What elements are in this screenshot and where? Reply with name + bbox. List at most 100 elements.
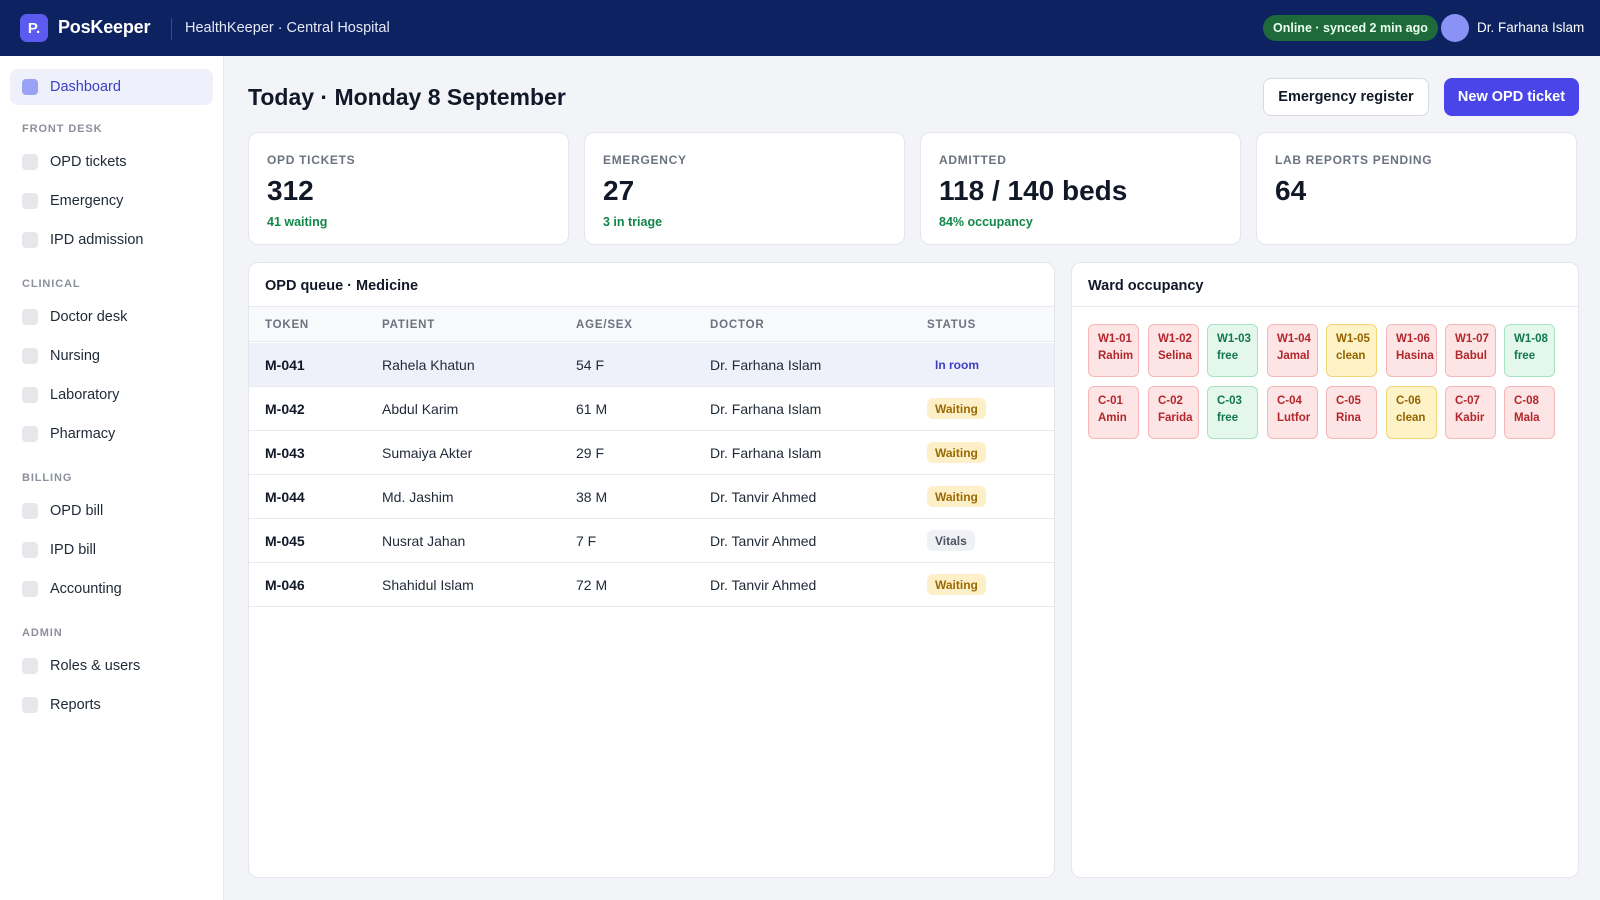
token-cell: M-042 bbox=[265, 401, 305, 417]
facility-name: HealthKeeper · Central Hospital bbox=[185, 20, 390, 36]
bed-code: C-08 bbox=[1514, 395, 1539, 407]
bed-status: clean bbox=[1336, 350, 1366, 363]
status-badge: Waiting bbox=[927, 398, 986, 419]
column-header-status[interactable]: STATUS bbox=[927, 319, 977, 331]
bed-status: clean bbox=[1396, 412, 1426, 425]
bed-status: free bbox=[1217, 350, 1239, 363]
sidebar-item-emergency[interactable]: Emergency bbox=[10, 183, 213, 219]
bed-code: C-06 bbox=[1396, 395, 1421, 407]
stat-value: 118 / 140 beds bbox=[939, 175, 1128, 206]
bed-tile[interactable]: W1-04 Jamal bbox=[1267, 324, 1318, 377]
stat-card-emergency[interactable]: EMERGENCY 27 3 in triage bbox=[584, 132, 905, 245]
bed-code: W1-01 bbox=[1098, 333, 1132, 345]
age-sex-cell: 54 F bbox=[576, 357, 605, 373]
bed-tile[interactable]: W1-02 Selina bbox=[1148, 324, 1199, 377]
doctor-cell: Dr. Tanvir Ahmed bbox=[710, 533, 817, 549]
age-sex-cell: 61 M bbox=[576, 401, 608, 417]
sidebar-item-opd-tickets[interactable]: OPD tickets bbox=[10, 144, 213, 180]
ward-occupancy-panel: Ward occupancy W1-01 Rahim W1-02 Selina W1… bbox=[1071, 262, 1579, 878]
table-row[interactable]: M-041 Rahela Khatun 54 F Dr. Farhana Isl… bbox=[249, 343, 1054, 387]
user-name[interactable]: Dr. Farhana Islam bbox=[1477, 20, 1585, 35]
sidebar-item-laboratory[interactable]: Laboratory bbox=[10, 377, 213, 413]
sidebar-item-ipd-bill[interactable]: IPD bill bbox=[10, 532, 213, 568]
bed-code: C-07 bbox=[1455, 395, 1480, 407]
table-row[interactable]: M-045 Nusrat Jahan 7 F Dr. Tanvir Ahmed … bbox=[249, 519, 1054, 563]
status-badge: Waiting bbox=[927, 574, 986, 595]
divider bbox=[249, 306, 1054, 307]
bed-status: Hasina bbox=[1396, 350, 1434, 363]
table-row[interactable]: M-043 Sumaiya Akter 29 F Dr. Farhana Isl… bbox=[249, 431, 1054, 475]
bed-tile[interactable]: W1-01 Rahim bbox=[1088, 324, 1139, 377]
bed-tile[interactable]: W1-07 Babul bbox=[1445, 324, 1496, 377]
bed-tile[interactable]: C-01 Amin bbox=[1088, 386, 1139, 439]
sidebar-item-ipd-admission[interactable]: IPD admission bbox=[10, 222, 213, 258]
table-row[interactable]: M-046 Shahidul Islam 72 M Dr. Tanvir Ahm… bbox=[249, 563, 1054, 607]
bed-code: W1-03 bbox=[1217, 333, 1251, 345]
token-cell: M-045 bbox=[265, 533, 305, 549]
app-logo[interactable]: P. bbox=[20, 14, 48, 42]
bed-tile[interactable]: C-05 Rina bbox=[1326, 386, 1377, 439]
bed-tile[interactable]: W1-05 clean bbox=[1326, 324, 1377, 377]
column-header-doctor[interactable]: DOCTOR bbox=[710, 319, 765, 331]
sidebar-item-accounting[interactable]: Accounting bbox=[10, 571, 213, 607]
bed-status: Amin bbox=[1098, 412, 1127, 425]
patient-cell: Abdul Karim bbox=[382, 401, 459, 417]
sidebar-item-dashboard[interactable]: Dashboard bbox=[10, 69, 213, 105]
stat-card-lab-reports[interactable]: LAB REPORTS PENDING 64 bbox=[1256, 132, 1577, 245]
sidebar-item-nursing[interactable]: Nursing bbox=[10, 338, 213, 374]
bed-code: W1-02 bbox=[1158, 333, 1192, 345]
sidebar-item-opd-bill[interactable]: OPD bill bbox=[10, 493, 213, 529]
patient-cell: Shahidul Islam bbox=[382, 577, 474, 593]
sidebar-item-pharmacy[interactable]: Pharmacy bbox=[10, 416, 213, 452]
token-cell: M-043 bbox=[265, 445, 305, 461]
stat-label: EMERGENCY bbox=[603, 153, 687, 167]
stat-card-admitted[interactable]: ADMITTED 118 / 140 beds 84% occupancy bbox=[920, 132, 1241, 245]
nursing-icon bbox=[22, 348, 38, 364]
bed-code: W1-06 bbox=[1396, 333, 1430, 345]
opd-bill-icon bbox=[22, 503, 38, 519]
bed-tile[interactable]: W1-08 free bbox=[1504, 324, 1555, 377]
bed-code: C-03 bbox=[1217, 395, 1242, 407]
panel-title: Ward occupancy bbox=[1088, 278, 1204, 294]
bed-code: W1-05 bbox=[1336, 333, 1370, 345]
emergency-icon bbox=[22, 193, 38, 209]
stat-subtext: 3 in triage bbox=[603, 215, 663, 229]
bed-tile[interactable]: C-07 Kabir bbox=[1445, 386, 1496, 439]
laboratory-icon bbox=[22, 387, 38, 403]
bed-tile[interactable]: C-04 Lutfor bbox=[1267, 386, 1318, 439]
bed-tile[interactable]: W1-06 Hasina bbox=[1386, 324, 1437, 377]
sidebar-item-reports[interactable]: Reports bbox=[10, 687, 213, 723]
emergency-register-button[interactable]: Emergency register bbox=[1263, 78, 1429, 116]
table-header: TOKEN PATIENT AGE/SEX DOCTOR STATUS bbox=[249, 307, 1054, 342]
bed-tile[interactable]: C-02 Farida bbox=[1148, 386, 1199, 439]
stat-card-opd-tickets[interactable]: OPD TICKETS 312 41 waiting bbox=[248, 132, 569, 245]
status-badge: Waiting bbox=[927, 442, 986, 463]
bed-status: free bbox=[1514, 350, 1536, 363]
table-row[interactable]: M-044 Md. Jashim 38 M Dr. Tanvir Ahmed W… bbox=[249, 475, 1054, 519]
bed-status: Lutfor bbox=[1277, 412, 1311, 425]
sync-status-badge: Online · synced 2 min ago bbox=[1263, 15, 1438, 41]
column-header-token[interactable]: TOKEN bbox=[265, 319, 310, 331]
bed-code: C-01 bbox=[1098, 395, 1123, 407]
new-opd-ticket-button[interactable]: New OPD ticket bbox=[1444, 78, 1579, 116]
bed-status: Selina bbox=[1158, 350, 1192, 363]
table-row[interactable]: M-042 Abdul Karim 61 M Dr. Farhana Islam… bbox=[249, 387, 1054, 431]
ipd-admission-icon bbox=[22, 232, 38, 248]
bed-tile[interactable]: C-06 clean bbox=[1386, 386, 1437, 439]
opd-tickets-icon bbox=[22, 154, 38, 170]
column-header-age-sex[interactable]: AGE/SEX bbox=[576, 319, 633, 331]
token-cell: M-044 bbox=[265, 489, 305, 505]
stat-label: ADMITTED bbox=[939, 153, 1007, 167]
patient-cell: Sumaiya Akter bbox=[382, 445, 473, 461]
bed-tile[interactable]: W1-03 free bbox=[1207, 324, 1258, 377]
doctor-cell: Dr. Tanvir Ahmed bbox=[710, 489, 817, 505]
user-avatar[interactable] bbox=[1441, 14, 1469, 42]
sidebar-item-doctor-desk[interactable]: Doctor desk bbox=[10, 299, 213, 335]
stat-label: OPD TICKETS bbox=[267, 153, 356, 167]
column-header-patient[interactable]: PATIENT bbox=[382, 319, 436, 331]
bed-tile[interactable]: C-03 free bbox=[1207, 386, 1258, 439]
bed-status: Babul bbox=[1455, 350, 1487, 363]
sidebar-item-roles-users[interactable]: Roles & users bbox=[10, 648, 213, 684]
bed-code: W1-04 bbox=[1277, 333, 1311, 345]
bed-tile[interactable]: C-08 Mala bbox=[1504, 386, 1555, 439]
